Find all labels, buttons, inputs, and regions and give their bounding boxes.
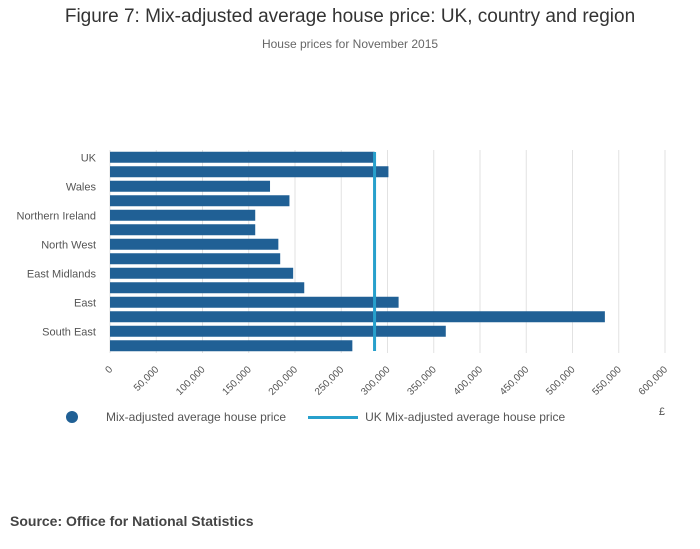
- x-tick-label: 200,000: [267, 364, 301, 398]
- x-tick-label: 550,000: [591, 364, 625, 398]
- x-tick-label: 150,000: [221, 364, 255, 398]
- bar: [110, 253, 281, 265]
- bar: [110, 325, 446, 337]
- category-label: Northern Ireland: [17, 210, 97, 222]
- x-unit-label: £: [659, 406, 665, 418]
- bar: [110, 195, 290, 207]
- bar: [110, 180, 271, 192]
- legend-line-marker: [308, 415, 359, 419]
- category-label: North West: [41, 239, 96, 251]
- bar: [110, 224, 256, 236]
- legend-series-marker: [66, 411, 78, 423]
- bar: [110, 166, 389, 178]
- bar: [110, 311, 605, 323]
- chart-title: Figure 7: Mix-adjusted average house pri…: [64, 6, 636, 27]
- x-tick-label: 600,000: [637, 364, 671, 398]
- legend-line-label: UK Mix-adjusted average house price: [365, 410, 566, 424]
- bar: [110, 267, 294, 279]
- bar: [110, 340, 353, 352]
- legend-series-label: Mix-adjusted average house price: [106, 410, 287, 424]
- x-tick-label: 50,000: [132, 364, 162, 394]
- bar: [110, 151, 375, 163]
- x-tick-label: 450,000: [498, 364, 532, 398]
- bar-chart: UK Wales Northern Ireland North West East Mi…: [17, 150, 670, 418]
- legend: Mix-adjusted average house price UK Mix-…: [66, 408, 565, 426]
- x-tick-label: 350,000: [406, 364, 440, 398]
- gridlines: [109, 150, 666, 353]
- x-tick-labels: 0 50,000 100,000 150,000 200,000 250,000 300,0…: [103, 364, 670, 398]
- category-label: East: [74, 297, 96, 309]
- bar: [110, 296, 399, 308]
- bars: [110, 151, 605, 352]
- chart-subtitle: House prices for November 2015: [261, 37, 439, 51]
- category-label: South East: [42, 326, 96, 338]
- x-tick-label: 0: [103, 364, 115, 376]
- bar: [110, 282, 305, 294]
- bar: [110, 238, 279, 250]
- legend-line-item: UK Mix-adjusted average house price: [308, 410, 565, 424]
- category-label: UK: [81, 152, 97, 164]
- x-tick-label: 250,000: [313, 364, 347, 398]
- category-label: Wales: [66, 181, 97, 193]
- x-tick-label: 100,000: [174, 364, 208, 398]
- category-labels: UK Wales Northern Ireland North West East Mi…: [17, 152, 97, 338]
- source-note: Source: Office for National Statistics: [10, 513, 254, 529]
- x-tick-label: 400,000: [452, 364, 486, 398]
- x-tick-label: 300,000: [359, 364, 393, 398]
- bar: [110, 209, 256, 221]
- category-label: East Midlands: [27, 268, 97, 280]
- x-tick-label: 500,000: [544, 364, 578, 398]
